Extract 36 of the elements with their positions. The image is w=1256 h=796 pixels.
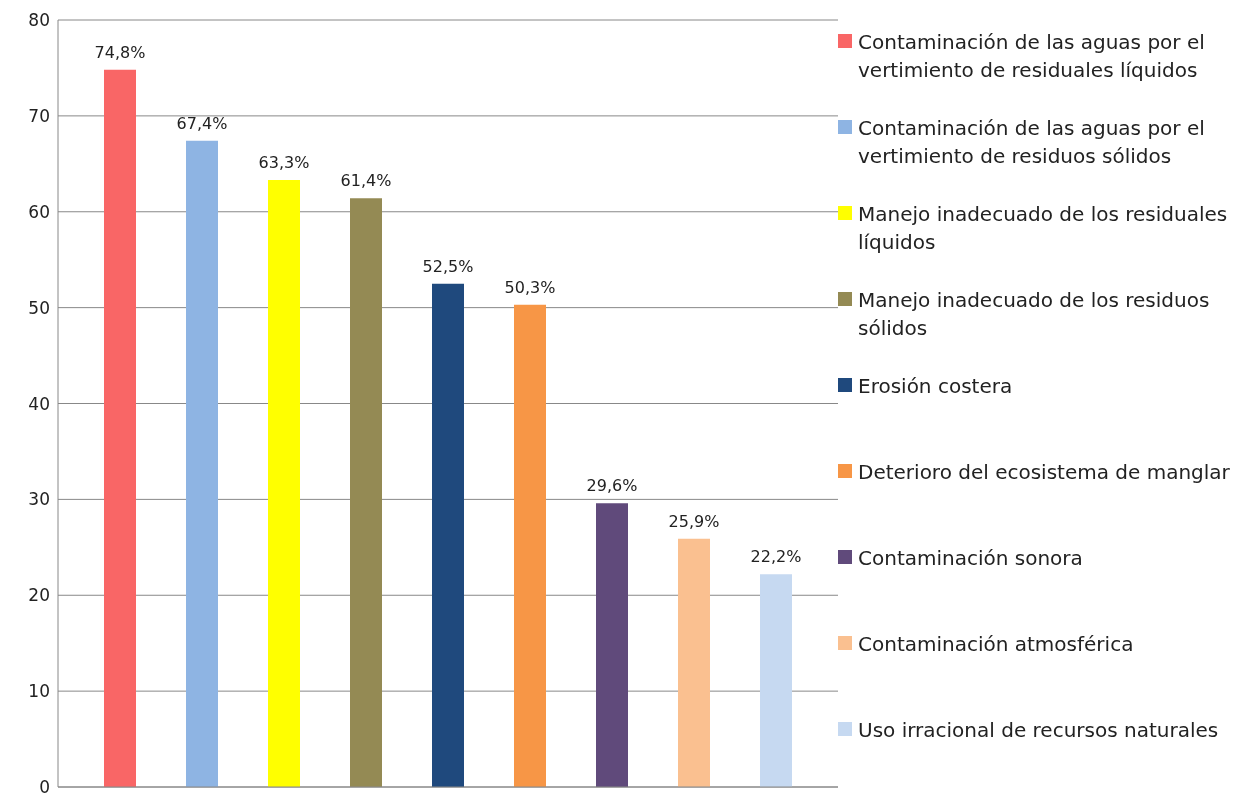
bar — [432, 283, 464, 787]
y-tick-label: 50 — [28, 297, 50, 318]
data-label: 22,2% — [750, 547, 802, 567]
data-label: 29,6% — [586, 476, 638, 496]
bar — [104, 69, 136, 787]
bar — [596, 503, 628, 787]
bar — [678, 538, 710, 787]
y-tick-label: 80 — [28, 10, 50, 31]
y-tick-label: 60 — [28, 201, 50, 222]
legend-label: Manejo inadecuado de los residuales líquidos — [858, 201, 1229, 256]
data-label: 25,9% — [668, 511, 720, 531]
bar — [268, 180, 300, 787]
legend-label: Contaminación de las aguas por el vertimiento de residuales líquidos — [858, 29, 1206, 84]
legend-label: Contaminación de las aguas por el vertimiento de residuos sólidos — [858, 115, 1206, 170]
legend-label: Erosión costera — [858, 373, 1013, 400]
legend-label: Manejo inadecuado de los residuos sólidos — [858, 287, 1211, 342]
legend-label: Uso irracional de recursos naturales — [858, 717, 1219, 744]
y-tick-label: 70 — [28, 105, 50, 126]
bar — [760, 574, 792, 787]
y-tick-label: 10 — [28, 681, 50, 702]
bar — [514, 304, 546, 787]
data-label: 74,8% — [94, 42, 146, 62]
data-label: 67,4% — [176, 113, 228, 133]
bar — [350, 198, 382, 787]
bar — [186, 140, 218, 787]
legend-label: Contaminación atmosférica — [858, 631, 1134, 658]
data-label: 63,3% — [258, 153, 310, 173]
data-label: 50,3% — [504, 277, 556, 297]
legend-label: Deterioro del ecosistema de manglar — [858, 459, 1230, 486]
legend-label: Contaminación sonora — [858, 545, 1083, 572]
y-tick-label: 40 — [28, 393, 50, 414]
data-label: 61,4% — [340, 171, 392, 191]
y-tick-label: 30 — [28, 489, 50, 510]
y-tick-label: 0 — [39, 777, 50, 796]
data-label: 52,5% — [422, 256, 474, 276]
y-tick-label: 20 — [28, 585, 50, 606]
